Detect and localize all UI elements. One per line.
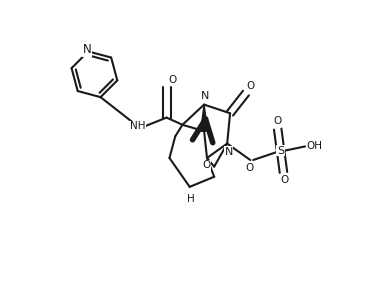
Text: N: N xyxy=(224,147,233,157)
Polygon shape xyxy=(201,105,208,131)
Text: O: O xyxy=(247,81,255,91)
Text: N: N xyxy=(83,44,91,57)
Text: O: O xyxy=(203,160,211,171)
Text: OH: OH xyxy=(307,141,322,151)
Text: S: S xyxy=(277,146,284,156)
Text: O: O xyxy=(273,116,281,126)
Text: NH: NH xyxy=(130,121,146,131)
Text: H: H xyxy=(187,194,195,204)
Text: O: O xyxy=(246,163,254,173)
Text: O: O xyxy=(168,75,176,85)
Text: N: N xyxy=(201,91,210,101)
Text: O: O xyxy=(280,175,288,185)
